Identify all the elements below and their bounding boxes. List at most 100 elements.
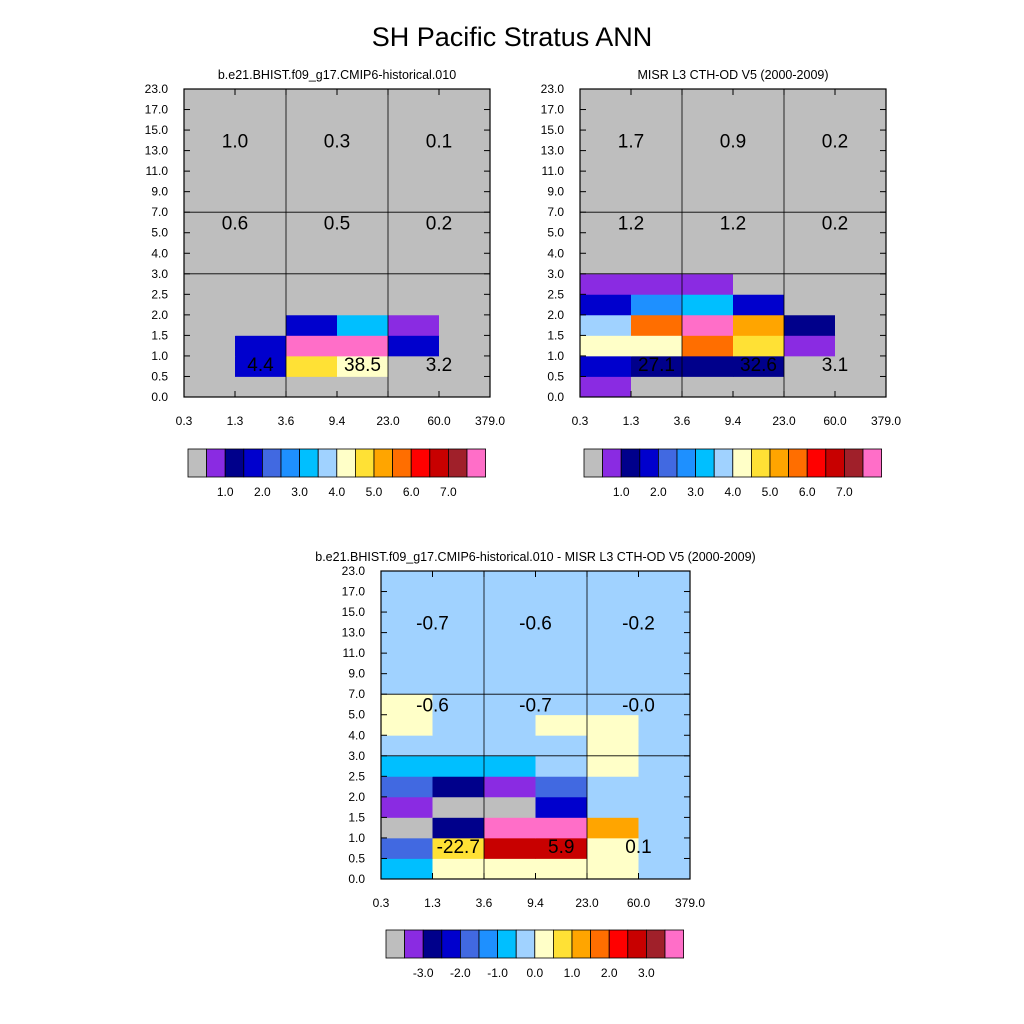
heatmap-cell bbox=[388, 253, 440, 275]
heatmap-cell bbox=[337, 130, 389, 151]
heatmap-cell bbox=[580, 273, 632, 295]
heatmap-cell bbox=[835, 212, 887, 234]
y-tick-label: 5.0 bbox=[348, 708, 365, 722]
y-tick-label: 2.5 bbox=[348, 769, 365, 783]
x-tick-label: 3.6 bbox=[674, 414, 691, 428]
y-tick-label: 13.0 bbox=[342, 626, 366, 640]
y-tick-label: 13.0 bbox=[145, 144, 169, 158]
colorbar-label: -1.0 bbox=[487, 966, 508, 980]
heatmap-cell bbox=[286, 191, 338, 213]
heatmap-cell bbox=[184, 109, 236, 131]
colorbar-swatch bbox=[664, 929, 685, 959]
heatmap-cell bbox=[484, 817, 536, 839]
heatmap-cell bbox=[580, 314, 632, 336]
heatmap-cell bbox=[682, 212, 734, 234]
heatmap-cell bbox=[337, 273, 389, 295]
colorbar-label: 2.0 bbox=[650, 485, 667, 499]
heatmap-cell bbox=[682, 335, 734, 357]
heatmap-cell bbox=[631, 89, 683, 110]
heatmap-cell bbox=[432, 591, 485, 613]
heatmap-cell bbox=[535, 571, 588, 592]
heatmap-cell bbox=[381, 776, 433, 798]
colorbar-label: 5.0 bbox=[762, 485, 779, 499]
heatmap-cell bbox=[835, 171, 887, 193]
heatmap-cell bbox=[432, 714, 485, 736]
colorbar-swatch bbox=[844, 448, 864, 478]
colorbar-swatch bbox=[608, 929, 629, 959]
heatmap-cell bbox=[432, 571, 485, 592]
heatmap-cell bbox=[388, 130, 440, 151]
heatmap-cell bbox=[184, 232, 236, 254]
y-tick-label: 9.0 bbox=[151, 185, 168, 199]
colorbar-swatch bbox=[497, 929, 517, 959]
heatmap-cell bbox=[235, 150, 287, 172]
y-tick-label: 3.0 bbox=[547, 267, 564, 281]
heatmap-cell bbox=[286, 109, 338, 131]
colorbar-swatch bbox=[243, 448, 263, 478]
heatmap-cell bbox=[484, 735, 536, 757]
heatmap-cell bbox=[235, 89, 287, 110]
heatmap-cell bbox=[286, 212, 338, 234]
heatmap-cell bbox=[235, 191, 287, 213]
heatmap-cell bbox=[835, 150, 887, 172]
heatmap-cell bbox=[381, 632, 433, 654]
colorbar-swatch bbox=[639, 448, 659, 478]
heatmap-cell bbox=[535, 694, 588, 716]
heatmap-cell bbox=[580, 109, 632, 131]
heatmap-cell bbox=[184, 253, 236, 275]
colorbar-swatch bbox=[553, 929, 573, 959]
colorbar-label: 6.0 bbox=[403, 485, 420, 499]
colorbar-swatch bbox=[441, 929, 461, 959]
summary-value-label: 0.9 bbox=[720, 131, 746, 152]
heatmap-cell bbox=[439, 89, 491, 110]
y-tick-label: 0.5 bbox=[547, 369, 564, 383]
heatmap-cell bbox=[733, 253, 785, 275]
heatmap-cell bbox=[835, 314, 887, 336]
colorbar-label: 0.0 bbox=[526, 966, 543, 980]
heatmap-cell bbox=[835, 191, 887, 213]
colorbar: 1.0 2.0 3.0 4.0 5.0 6.0 7.0 bbox=[187, 448, 487, 499]
heatmap-cell bbox=[587, 858, 639, 880]
colorbar-swatch bbox=[299, 448, 319, 478]
heatmap-cell bbox=[733, 294, 785, 316]
heatmap-cell bbox=[784, 212, 836, 234]
colorbar-swatch bbox=[862, 448, 883, 478]
heatmap-cell bbox=[682, 294, 734, 316]
heatmap-cell bbox=[535, 837, 588, 859]
y-tick-label: 7.0 bbox=[547, 205, 564, 219]
heatmap-cell bbox=[439, 273, 491, 295]
heatmap-cell bbox=[432, 632, 485, 654]
colorbar-swatch bbox=[627, 929, 647, 959]
chart-panel-3: b.e21.BHIST.f09_g17.CMIP6-historical.010… bbox=[315, 550, 755, 980]
y-tick-label: 1.5 bbox=[348, 810, 365, 824]
summary-value-label: -0.0 bbox=[622, 695, 655, 716]
heatmap-cell bbox=[235, 212, 287, 234]
y-tick-label: 0.5 bbox=[151, 369, 168, 383]
heatmap-cell bbox=[682, 376, 734, 398]
y-tick-label: 2.5 bbox=[547, 287, 564, 301]
heatmap-cell bbox=[286, 376, 338, 398]
y-tick-label: 0.0 bbox=[348, 872, 365, 886]
heatmap-cell bbox=[432, 817, 485, 839]
heatmap-cell bbox=[638, 858, 691, 880]
heatmap-cell bbox=[535, 817, 588, 839]
heatmap-cell bbox=[235, 294, 287, 316]
heatmap-cell bbox=[337, 109, 389, 131]
colorbar-swatch bbox=[447, 448, 468, 478]
colorbar: -3.0 -2.0 -1.0 0.0 1.0 2.0 3.0 bbox=[385, 929, 685, 980]
heatmap-cell bbox=[784, 355, 836, 377]
heatmap-cell bbox=[580, 294, 632, 316]
y-tick-label: 15.0 bbox=[145, 123, 169, 137]
heatmap-cell bbox=[682, 232, 734, 254]
colorbar-swatch bbox=[713, 448, 734, 478]
y-tick-label: 1.0 bbox=[151, 349, 168, 363]
heatmap-cell bbox=[337, 253, 389, 275]
heatmap-cell bbox=[381, 837, 433, 859]
heatmap-cell bbox=[484, 837, 536, 859]
x-tick-label: 0.3 bbox=[176, 414, 193, 428]
heatmap-cell bbox=[587, 837, 639, 859]
heatmap-cell bbox=[337, 150, 389, 172]
heatmap-cell bbox=[484, 714, 536, 736]
heatmap-cell bbox=[388, 89, 440, 110]
